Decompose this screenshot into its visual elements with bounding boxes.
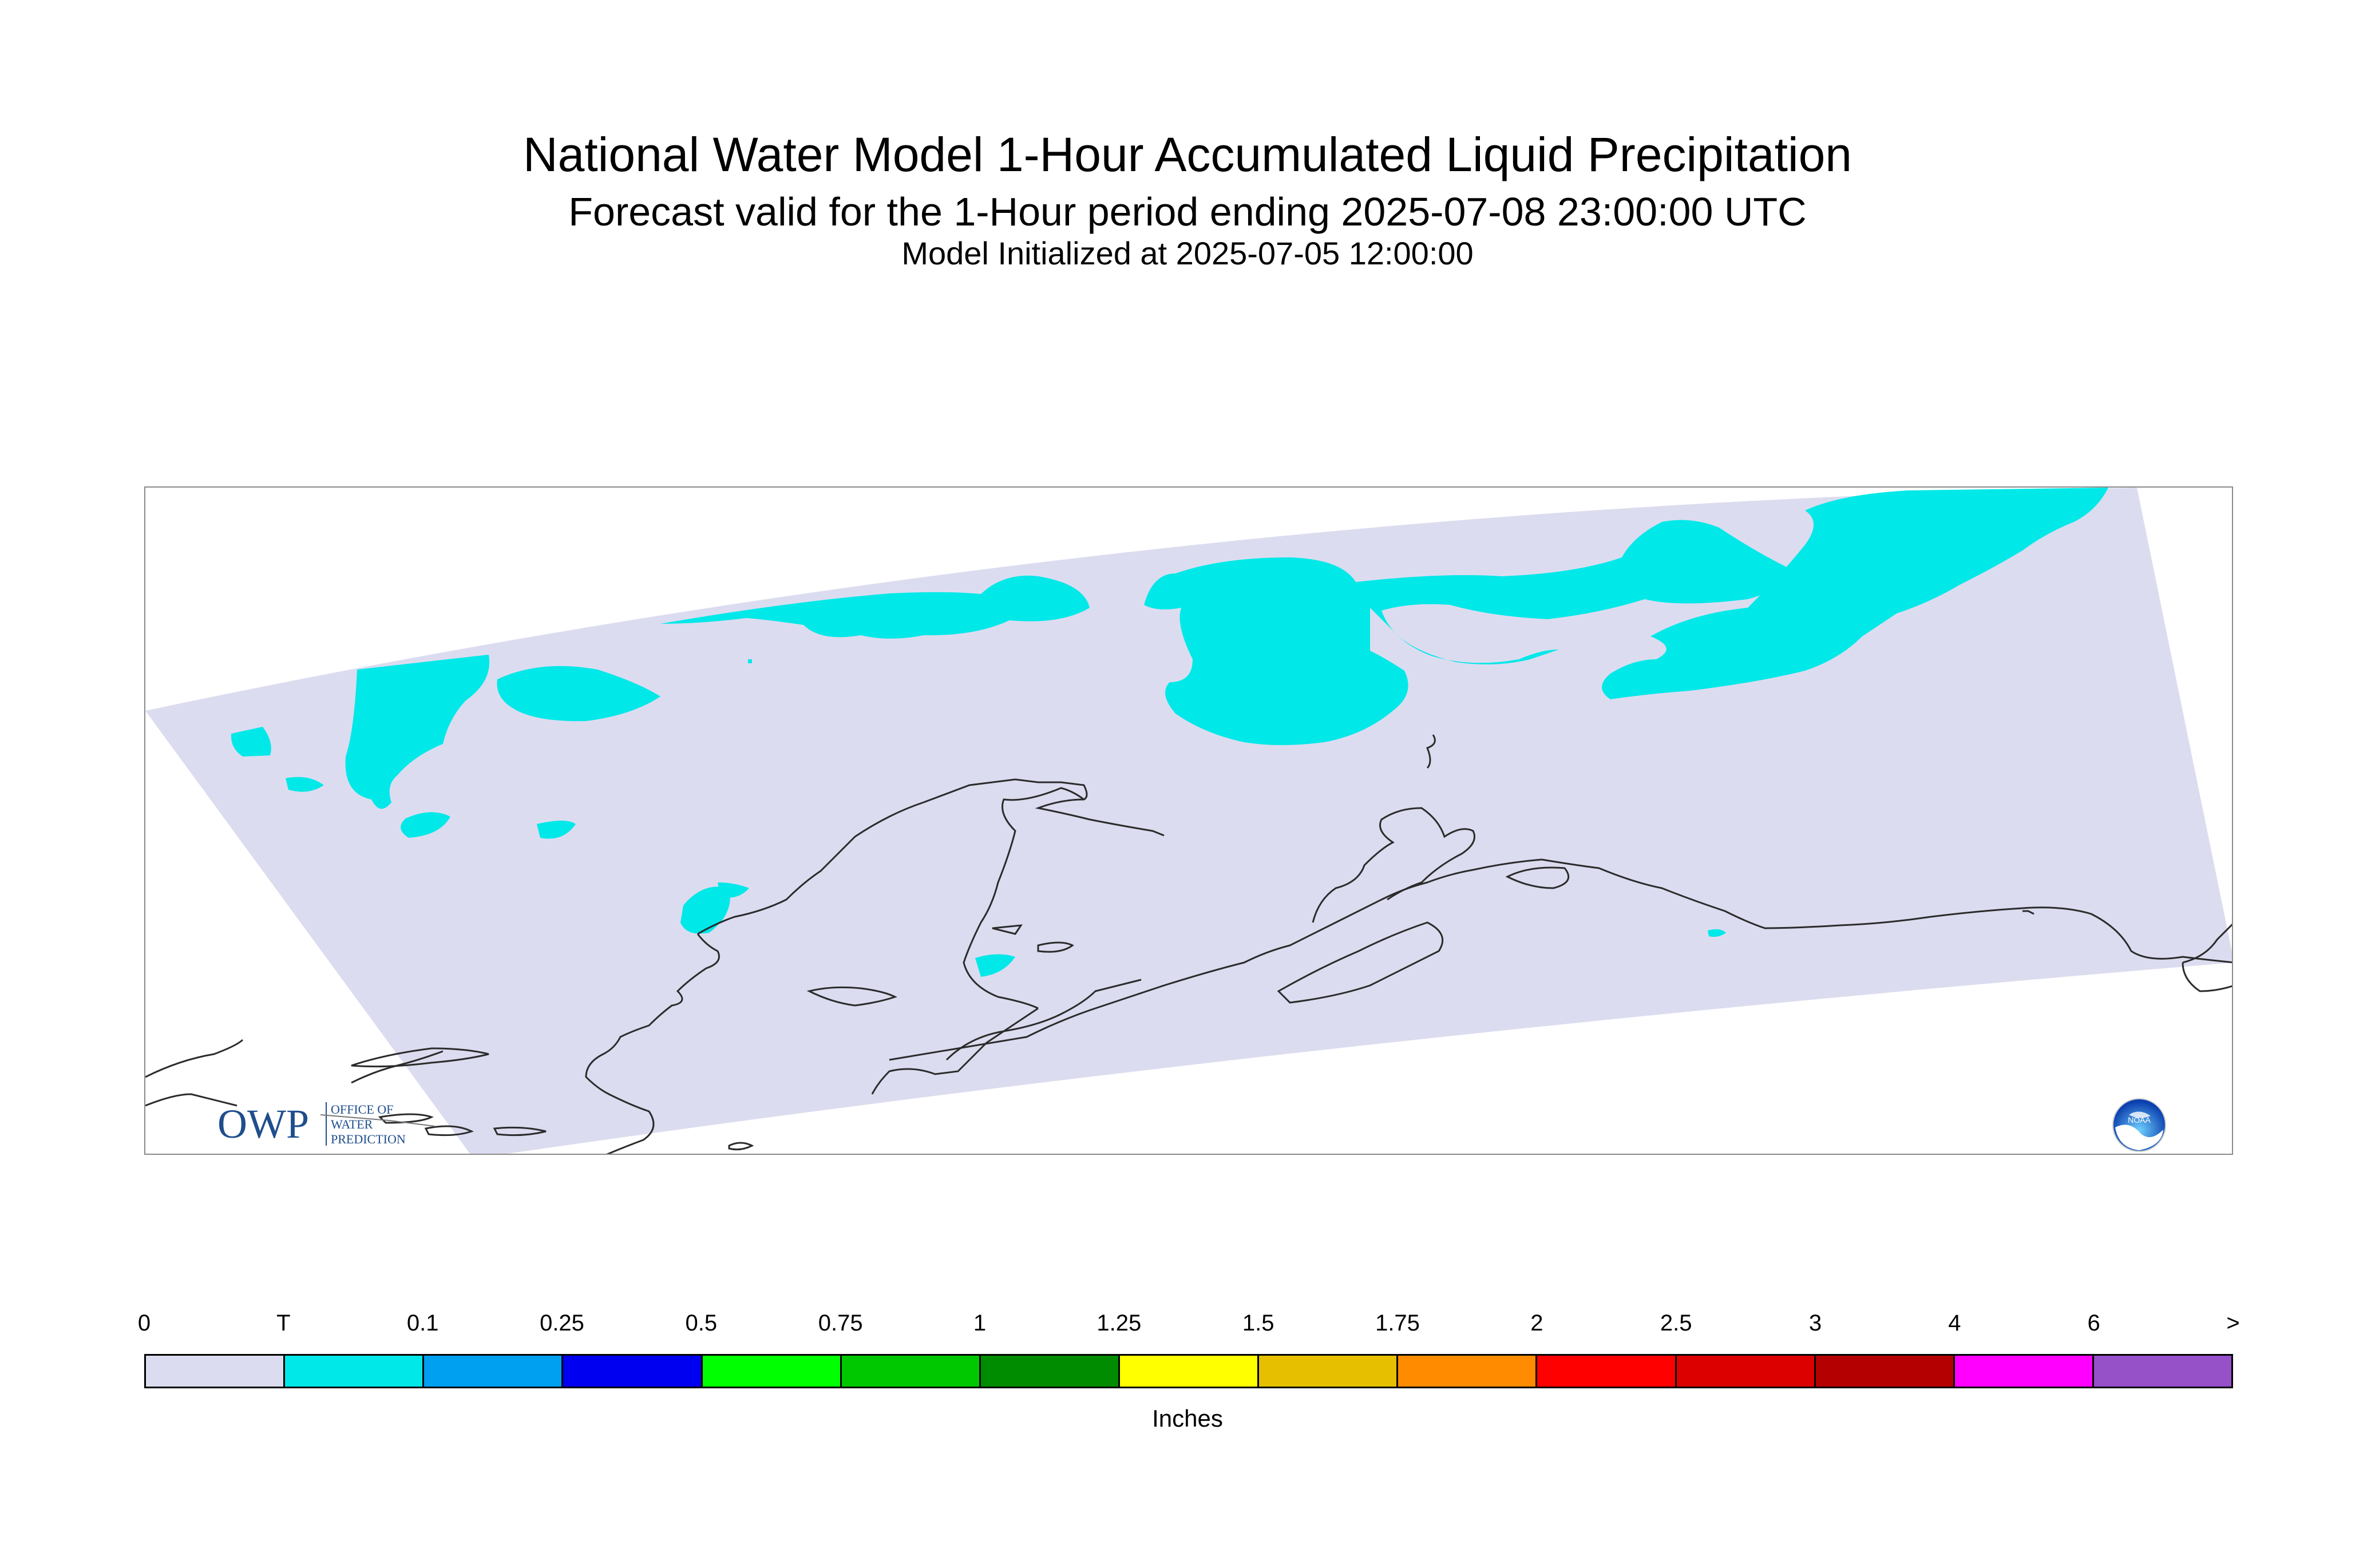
noaa-logo-letters: NOAA (2128, 1115, 2151, 1124)
legend-swatch-13 (1954, 1356, 2094, 1387)
legend-swatch-11 (1676, 1356, 1816, 1387)
trace-area-n1 (660, 575, 1090, 639)
legend-swatch-0 (146, 1356, 286, 1387)
coastline-brooks (1426, 734, 1436, 769)
coastline-st-lawrence (351, 1047, 489, 1068)
noaa-logo: NOAA (2112, 1098, 2166, 1152)
legend-swatch-10 (1537, 1356, 1677, 1387)
legend-swatch-14 (2093, 1356, 2232, 1387)
trace-area-east (1708, 929, 1726, 937)
owp-logo: OWP OFFICE OF WATER PREDICTION (217, 1101, 435, 1147)
legend-tick-label: 1 (973, 1310, 987, 1336)
owp-logo-line1: OFFICE OF (331, 1102, 393, 1116)
map-title: National Water Model 1-Hour Accumulated … (522, 128, 1852, 181)
legend-tick-label: 0.5 (685, 1310, 718, 1336)
legend-swatch-3 (563, 1356, 703, 1387)
trace-area-central (1144, 520, 1788, 745)
coastline-seward (963, 787, 1084, 1009)
legend-tick-label: 2.5 (1660, 1310, 1692, 1336)
legend-swatch-4 (702, 1356, 842, 1387)
coastline-east (2022, 910, 2232, 992)
legend-tick-label: 3 (1808, 1310, 1822, 1336)
legend-tick-label: 2 (1530, 1310, 1543, 1336)
legend-swatch-7 (1119, 1356, 1260, 1387)
legend-tick-label: 0 (137, 1310, 151, 1336)
trace-precip-areas (231, 488, 2108, 977)
legend-tick-label: 1.25 (1097, 1310, 1142, 1336)
trace-area-w8 (975, 954, 1015, 977)
trace-area-ne (1602, 488, 2108, 699)
legend-swatch-5 (841, 1356, 981, 1387)
legend-tick-label: 0.75 (818, 1310, 863, 1336)
coastline-aleutian-base (889, 858, 1542, 1061)
coastline-islands-a (1505, 866, 1570, 889)
legend-swatch-9 (1398, 1356, 1538, 1387)
coastline-aleutians (378, 1113, 754, 1151)
legend-tick-label: 1.75 (1375, 1310, 1420, 1336)
legend-swatch-6 (980, 1356, 1120, 1387)
coastline-peninsula (806, 986, 897, 1007)
trace-area-w4 (286, 777, 324, 792)
legend-tick-label: T (276, 1310, 291, 1336)
trace-area-w5 (401, 812, 450, 838)
legend-units: Inches (1152, 1405, 1223, 1432)
legend-swatch-8 (1259, 1356, 1399, 1387)
legend-colorbar (144, 1354, 2233, 1388)
trace-area-ne-gap (1834, 490, 1908, 533)
legend-tick-label: 4 (1948, 1310, 1961, 1336)
trace-area-w1 (345, 655, 490, 809)
legend-swatch-1 (285, 1356, 425, 1387)
coastline-south-central (1541, 858, 2232, 964)
trace-area-speck (748, 659, 752, 663)
legend-tick-label: 0.1 (406, 1310, 439, 1336)
legend-tick-label: 0.25 (540, 1310, 584, 1336)
legend-tick-labels: 0 T 0.1 0.25 0.5 0.75 1 1.25 1.5 1.75 2 2.5 3 4 6 > (138, 1310, 2240, 1345)
precipitation-map (144, 486, 2233, 1155)
coastline-kenai (1312, 807, 1475, 923)
coastline-islands-b (992, 924, 1074, 953)
legend-tick-label: 6 (2087, 1310, 2100, 1336)
coastlines (145, 734, 2232, 1154)
coastline-kodiak (1277, 921, 1444, 1004)
trace-area-w7 (680, 882, 749, 934)
owp-logo-line3: PREDICTION (331, 1132, 406, 1146)
legend-swatch-12 (1815, 1356, 1955, 1387)
map-subtitle: Forecast valid for the 1-Hour period end… (568, 189, 1807, 234)
owp-logo-letters: OWP (217, 1101, 309, 1147)
trace-area-w3 (231, 727, 271, 757)
legend-tick-label: > (2226, 1310, 2240, 1336)
initialization-time: Model Initialized at 2025-07-05 12:00:00 (901, 235, 1474, 271)
coastline-bristol (945, 979, 1142, 1061)
legend-swatch-2 (424, 1356, 564, 1387)
trace-area-w2 (497, 666, 660, 722)
coastline-north-slope (697, 778, 1165, 935)
trace-area-w6 (537, 821, 576, 839)
legend-tick-label: 1.5 (1242, 1310, 1274, 1336)
owp-logo-line2: WATER (331, 1117, 373, 1131)
coastline-west (585, 933, 720, 1154)
